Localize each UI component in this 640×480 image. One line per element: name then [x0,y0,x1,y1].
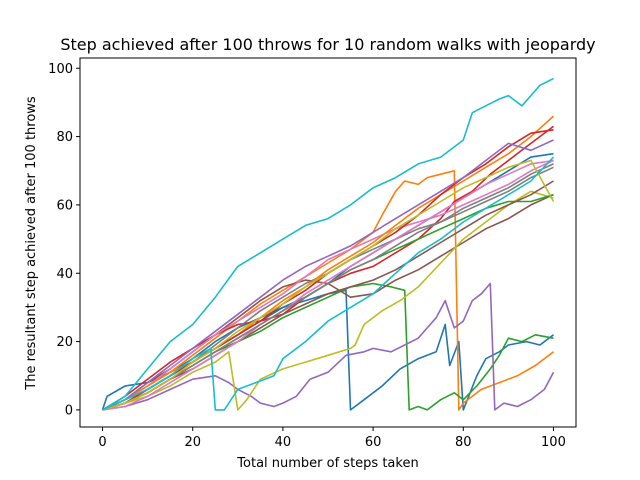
series-line-9 [102,190,554,411]
series-line-18 [102,163,554,411]
x-tick-label: 40 [275,435,292,450]
chart-title: Step achieved after 100 throws for 10 ra… [60,35,595,54]
series-line-16 [102,180,554,411]
y-tick-label: 20 [56,335,73,350]
series-line-3 [102,282,554,411]
x-tick-label: 100 [541,435,566,450]
series-line-15 [102,139,554,411]
x-tick-label: 80 [455,435,472,450]
y-tick-label: 100 [48,62,73,77]
series-line-7 [102,159,554,411]
y-tick-label: 60 [56,198,73,213]
x-axis: 0 20 40 60 80 100 [98,427,566,450]
x-tick-label: 0 [98,435,106,450]
y-axis: 0 20 40 60 80 100 [48,62,80,418]
series-line-5 [102,282,555,411]
y-axis-label: The resultant step achieved after 100 th… [24,96,39,391]
y-tick-label: 0 [65,403,73,418]
series-line-6 [102,193,554,411]
plot-frame [79,57,577,428]
series-line-12 [102,115,555,411]
series-line-19 [102,159,555,411]
series-line-20 [102,156,555,411]
series-line-4 [102,125,554,411]
series-line-1 [101,289,554,411]
x-tick-label: 60 [365,435,382,450]
series-layer [101,77,555,411]
x-tick-label: 20 [184,435,201,450]
x-axis-label: Total number of steps taken [236,456,418,471]
series-line-2 [102,170,554,411]
series-line-10 [102,77,554,411]
series-line-17 [102,159,554,411]
y-tick-label: 40 [56,267,73,282]
series-line-13 [102,193,554,411]
y-tick-label: 80 [56,130,73,145]
